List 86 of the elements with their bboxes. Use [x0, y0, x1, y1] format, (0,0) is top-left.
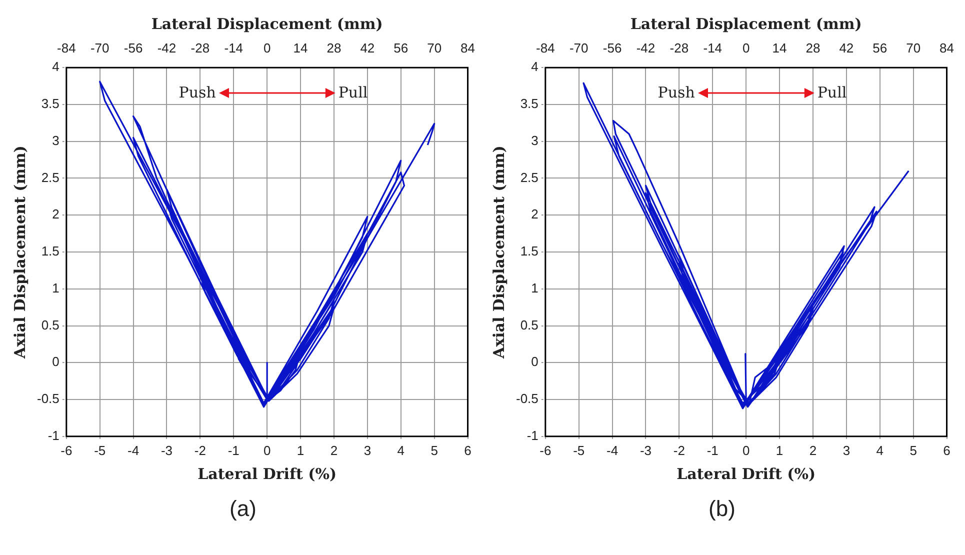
x2-tick-label: -84 — [57, 40, 76, 56]
x2-tick-label: -70 — [569, 40, 588, 56]
x2-tick-label: 0 — [742, 40, 750, 56]
x-tick-label: 2 — [809, 442, 817, 458]
y-tick-label: 1 — [52, 280, 60, 296]
x-tick-label: -2 — [673, 442, 685, 458]
x2-tick-label: -56 — [602, 40, 622, 56]
y-tick-label: -1 — [526, 428, 538, 443]
x-axis-title: Lateral Drift (%) — [198, 464, 337, 483]
y-tick-label: 0 — [52, 354, 60, 370]
x-tick-label: 5 — [430, 442, 438, 458]
x-tick-label: 6 — [943, 442, 950, 458]
y-tick-label: 4 — [52, 59, 60, 74]
x2-tick-label: 14 — [772, 40, 787, 56]
x2-tick-label: 28 — [326, 40, 342, 56]
x-tick-label: -1 — [706, 442, 718, 458]
x-tick-label: 4 — [397, 442, 404, 458]
x-tick-label: -3 — [160, 442, 173, 458]
x2-tick-label: 28 — [806, 40, 820, 56]
x-tick-label: 3 — [364, 442, 372, 458]
annotation: Pull — [338, 83, 368, 102]
x-tick-label: 5 — [910, 442, 917, 458]
x2-tick-label: 70 — [427, 40, 442, 56]
x2-tick-label: 42 — [360, 40, 375, 56]
x2-tick-label: -56 — [124, 40, 143, 56]
x2-tick-label: 84 — [940, 40, 954, 56]
x2-tick-label: 14 — [293, 40, 308, 56]
x-axis-title: Lateral Drift (%) — [676, 464, 816, 483]
x-tick-label: -6 — [540, 442, 552, 458]
text: (b) — [708, 496, 736, 522]
x-tick-label: -5 — [573, 442, 585, 458]
x2-tick-label: -28 — [190, 40, 210, 56]
y-tick-label: 0 — [531, 354, 538, 370]
y-tick-label: -0.5 — [516, 391, 538, 406]
x-tick-label: 3 — [842, 442, 850, 458]
x2-tick-label: -42 — [157, 40, 176, 56]
x2-tick-label: -14 — [224, 40, 244, 56]
x-tick-label: 0 — [263, 442, 271, 458]
x-tick-label: 4 — [876, 442, 884, 458]
x2-tick-label: -84 — [536, 40, 555, 56]
x2-tick-label: -14 — [703, 40, 722, 56]
x2-tick-label: 70 — [906, 40, 921, 56]
x-tick-label: -6 — [60, 442, 72, 458]
x-tick-label: -4 — [606, 442, 618, 458]
y-tick-label: -1 — [48, 428, 60, 443]
x2-axis-title: Lateral Displacement (mm) — [151, 14, 383, 33]
text: (a) — [228, 496, 258, 522]
x-tick-label: -4 — [128, 442, 140, 458]
x-tick-label: -2 — [194, 442, 206, 458]
y-tick-label: 3.5 — [41, 96, 60, 112]
x-tick-label: 1 — [776, 442, 784, 458]
y-tick-label: 2 — [531, 206, 538, 222]
x-tick-label: -1 — [228, 442, 240, 458]
x2-tick-label: 42 — [839, 40, 854, 56]
x2-tick-label: -70 — [90, 40, 110, 56]
y-tick-label: 1.5 — [41, 244, 60, 259]
y-tick-label: 2 — [52, 206, 60, 222]
annotation: Pull — [817, 83, 847, 102]
x2-tick-label: -28 — [670, 40, 689, 56]
x-tick-label: 1 — [296, 442, 304, 458]
y-axis-title: Axial Displacement (mm) — [490, 145, 508, 360]
y-tick-label: 3.5 — [520, 96, 538, 112]
y-tick-label: 2.5 — [520, 170, 538, 185]
y-tick-label: 1.5 — [520, 244, 538, 259]
y-tick-label: 0.5 — [520, 317, 538, 332]
y-tick-label: 2.5 — [41, 170, 60, 185]
x-tick-label: -5 — [94, 442, 106, 458]
y-tick-label: 0.5 — [41, 317, 60, 332]
y-tick-label: 1 — [531, 280, 538, 296]
y-tick-label: 3 — [52, 132, 60, 148]
annotation: Push — [658, 83, 696, 102]
y-tick-label: 4 — [531, 59, 538, 74]
y-axis-title: Axial Displacement (mm) — [10, 145, 29, 360]
y-tick-label: 3 — [531, 132, 538, 148]
x2-tick-label: 56 — [394, 40, 408, 56]
annotation: Push — [178, 83, 216, 102]
x2-axis-title: Lateral Displacement (mm) — [630, 14, 862, 33]
x2-tick-label: 84 — [460, 40, 476, 56]
x-tick-label: -3 — [640, 442, 652, 458]
x-tick-label: 2 — [330, 442, 338, 458]
x-tick-label: 0 — [742, 442, 750, 458]
y-tick-label: -0.5 — [36, 391, 60, 406]
x2-tick-label: 0 — [263, 40, 271, 56]
x-tick-label: 6 — [464, 442, 472, 458]
x2-tick-label: -42 — [636, 40, 656, 56]
x2-tick-label: 56 — [872, 40, 888, 56]
